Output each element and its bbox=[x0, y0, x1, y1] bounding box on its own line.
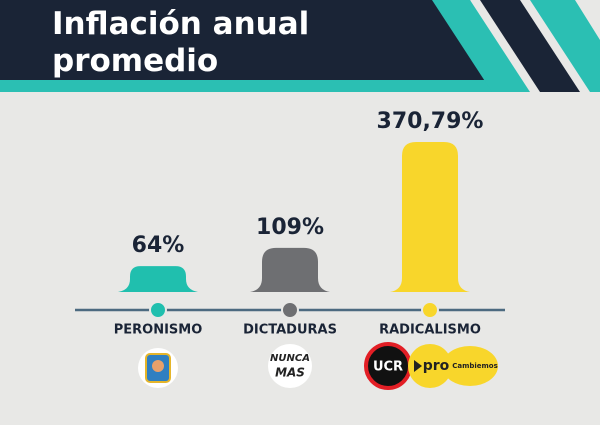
timeline-dot bbox=[421, 301, 439, 319]
logo-text: pro bbox=[423, 358, 450, 374]
logo-text: MAS bbox=[275, 366, 305, 380]
peronismo-emblem bbox=[152, 360, 164, 372]
header-strip bbox=[0, 80, 503, 92]
stripe bbox=[480, 0, 580, 92]
category-label: PERONISMO bbox=[114, 323, 203, 338]
nunca-mas-logo bbox=[268, 344, 312, 388]
bar bbox=[390, 142, 470, 292]
stripe bbox=[530, 0, 600, 92]
timeline-dot bbox=[149, 301, 167, 319]
value-label: 109% bbox=[256, 215, 324, 240]
logo-text: UCR bbox=[373, 360, 403, 375]
bar bbox=[118, 266, 198, 292]
category-label: RADICALISMO bbox=[379, 323, 481, 338]
header-band bbox=[0, 0, 498, 80]
timeline-dot bbox=[281, 301, 299, 319]
pro-logo bbox=[408, 344, 452, 388]
logo-text: Cambiemos bbox=[452, 362, 498, 370]
category-label: DICTADURAS bbox=[243, 323, 337, 338]
bar bbox=[250, 247, 330, 292]
cambiemos-logo bbox=[442, 346, 498, 386]
chart-title: Inflación anual promedio bbox=[52, 6, 310, 79]
stripe bbox=[432, 0, 530, 92]
value-label: 370,79% bbox=[377, 109, 484, 134]
logo-text: NUNCA bbox=[270, 353, 310, 364]
value-label: 64% bbox=[132, 233, 185, 258]
pro-arrow bbox=[414, 360, 422, 372]
